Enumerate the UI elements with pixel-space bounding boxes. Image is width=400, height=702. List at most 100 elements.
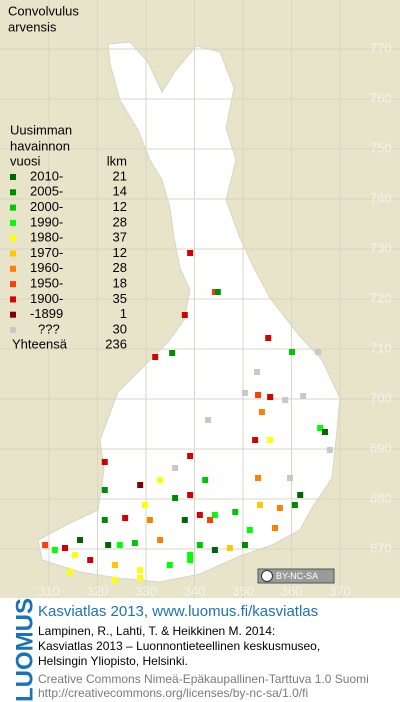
record-square	[211, 547, 218, 553]
record-square	[226, 545, 233, 551]
title-line: arvensis	[8, 19, 57, 34]
record-square	[169, 350, 176, 356]
legend-label: ???	[38, 321, 60, 336]
legend-label: 1990-	[30, 214, 63, 229]
east-label: 370	[329, 583, 351, 598]
record-square	[232, 509, 239, 515]
record-square	[288, 349, 295, 355]
record-square	[42, 542, 49, 548]
cc-logo	[261, 570, 273, 582]
legend-count-heading: lkm	[107, 153, 127, 168]
record-square	[265, 335, 272, 341]
north-label: 720	[370, 290, 392, 305]
license-line: http://creativecommons.org/licenses/by-n…	[38, 686, 308, 700]
legend-label: 1970-	[30, 245, 63, 260]
record-square	[252, 437, 259, 443]
record-square	[152, 354, 159, 360]
record-square	[276, 505, 283, 511]
record-square	[181, 517, 188, 523]
legend-total: 236	[105, 337, 127, 352]
legend-label: 2005-	[30, 184, 63, 199]
record-square	[315, 349, 322, 355]
record-square	[255, 475, 262, 481]
legend-swatch	[10, 265, 16, 272]
badge-text: BY-NC-SA	[276, 571, 318, 581]
citation-line: Kasviatlas 2013 – Luonnontieteellinen ke…	[38, 639, 320, 653]
legend-count: 21	[113, 168, 127, 183]
record-square	[137, 482, 144, 488]
records	[42, 250, 333, 583]
record-square	[207, 517, 214, 523]
record-square	[297, 492, 304, 498]
license-line: Creative Commons Nimeä-Epäkaupallinen-Ta…	[38, 672, 369, 686]
legend-heading: havainnon	[10, 138, 70, 153]
headline: Kasviatlas 2013, www.luomus.fi/kasviatla…	[38, 603, 318, 620]
legend-swatch	[10, 235, 16, 242]
legend-label: 2000-	[30, 199, 63, 214]
legend-swatch	[10, 219, 16, 226]
record-square	[157, 477, 164, 483]
record-square	[172, 465, 179, 471]
legend-total-label: Yhteensä	[12, 337, 68, 352]
record-square	[111, 562, 118, 568]
north-label: 690	[370, 440, 392, 455]
east-label: 340	[184, 583, 206, 598]
north-label: 700	[370, 390, 392, 405]
record-square	[142, 502, 149, 508]
north-label: 730	[370, 240, 392, 255]
record-square	[137, 575, 144, 581]
record-square	[258, 409, 265, 415]
record-square	[187, 552, 194, 558]
record-square	[77, 537, 84, 543]
east-label: 320	[87, 583, 109, 598]
record-square	[255, 392, 262, 398]
footer-background	[0, 598, 400, 702]
record-square	[256, 502, 263, 508]
record-square	[146, 517, 153, 523]
legend-count: 14	[113, 184, 127, 199]
north-label: 760	[370, 90, 392, 105]
legend-swatch	[10, 327, 16, 333]
record-square	[137, 567, 144, 573]
record-square	[66, 569, 73, 575]
record-square	[111, 577, 118, 583]
north-label: 740	[370, 190, 392, 205]
record-square	[326, 447, 333, 453]
east-label: 310	[38, 583, 60, 598]
record-square	[187, 250, 194, 256]
record-square	[62, 545, 69, 551]
record-square	[187, 557, 194, 563]
legend-count: 12	[113, 245, 127, 260]
record-square	[172, 495, 179, 501]
legend-count: 28	[113, 214, 127, 229]
legend-swatch	[10, 174, 16, 180]
record-square	[196, 512, 203, 518]
citation-line: Lampinen, R., Lahti, T. & Heikkinen M. 2…	[38, 624, 275, 638]
record-square	[72, 552, 79, 558]
record-square	[267, 437, 274, 443]
record-square	[101, 487, 108, 493]
record-square	[202, 477, 209, 483]
record-square	[116, 542, 123, 548]
record-square	[246, 527, 253, 533]
record-square	[267, 394, 274, 400]
license-badge: BY-NC-SA	[257, 568, 335, 584]
record-square	[300, 393, 307, 399]
legend-count: 35	[113, 291, 127, 306]
record-square	[241, 390, 248, 396]
record-square	[241, 542, 248, 548]
legend-swatch	[10, 189, 16, 196]
record-square	[181, 312, 188, 318]
east-label: 360	[281, 583, 303, 598]
record-square	[105, 542, 112, 548]
legend-label: 2010-	[30, 168, 63, 183]
legend-swatch	[10, 204, 16, 211]
legend-heading: Uusimman	[10, 122, 72, 137]
record-square	[157, 537, 164, 543]
record-square	[205, 417, 212, 423]
legend-count: 28	[113, 260, 127, 275]
north-label: 710	[370, 340, 392, 355]
record-square	[187, 453, 194, 459]
record-square	[101, 459, 108, 465]
citation-line: Helsingin Yliopisto, Helsinki.	[38, 654, 188, 668]
